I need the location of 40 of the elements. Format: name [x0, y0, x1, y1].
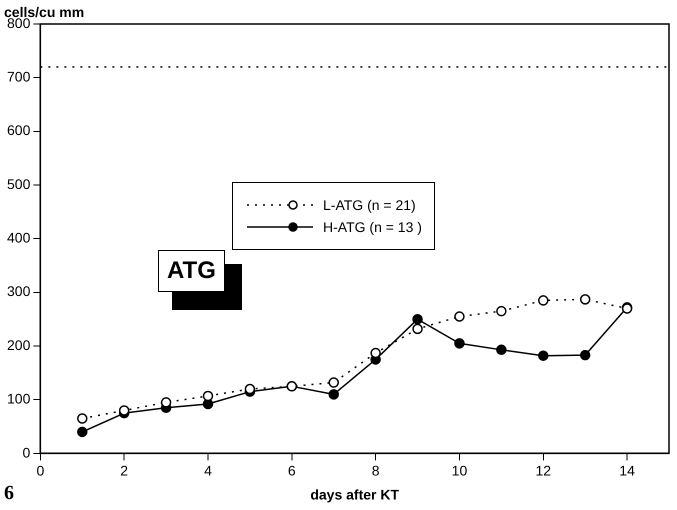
text: 6 — [4, 482, 14, 505]
point — [328, 377, 339, 388]
x-tick-label: 14 — [619, 462, 636, 479]
point — [538, 295, 549, 306]
point — [370, 348, 381, 358]
point — [412, 314, 423, 324]
point — [160, 397, 172, 408]
y-tick-label: 600 — [7, 122, 31, 138]
point — [580, 294, 590, 305]
point — [496, 306, 507, 316]
point — [328, 389, 339, 400]
point — [580, 350, 590, 360]
point — [496, 344, 507, 356]
x-tick-label: 4 — [204, 462, 212, 479]
point — [454, 338, 465, 349]
x-tick-label: 12 — [535, 462, 552, 479]
point — [538, 350, 549, 361]
x-tick-label: 10 — [452, 462, 468, 479]
y-tick-label: 300 — [7, 283, 31, 300]
legend-label: H-ATG (n = 13 ) — [323, 219, 422, 235]
annotation: ATG — [158, 250, 225, 292]
legend-label: L-ATG (n = 21) — [323, 197, 416, 213]
y-tick-label: 200 — [7, 336, 31, 353]
y-tick-label: 700 — [7, 68, 31, 85]
y-tick-label: 500 — [7, 176, 31, 192]
x-tick-label: 8 — [372, 462, 380, 479]
y-tick-label: 400 — [7, 230, 31, 246]
point — [118, 405, 130, 416]
x-axis-title: days after KT — [310, 486, 400, 502]
point — [412, 324, 423, 334]
x-tick-label: 0 — [36, 462, 44, 479]
point — [244, 384, 256, 394]
point — [77, 426, 88, 438]
y-tick-label: 100 — [7, 390, 31, 407]
y-tick-label: 0 — [22, 444, 31, 460]
point — [202, 390, 214, 402]
point — [454, 311, 465, 322]
x-tick-label: 6 — [288, 462, 296, 479]
point — [77, 413, 88, 424]
x-tick-label: 2 — [120, 462, 128, 479]
